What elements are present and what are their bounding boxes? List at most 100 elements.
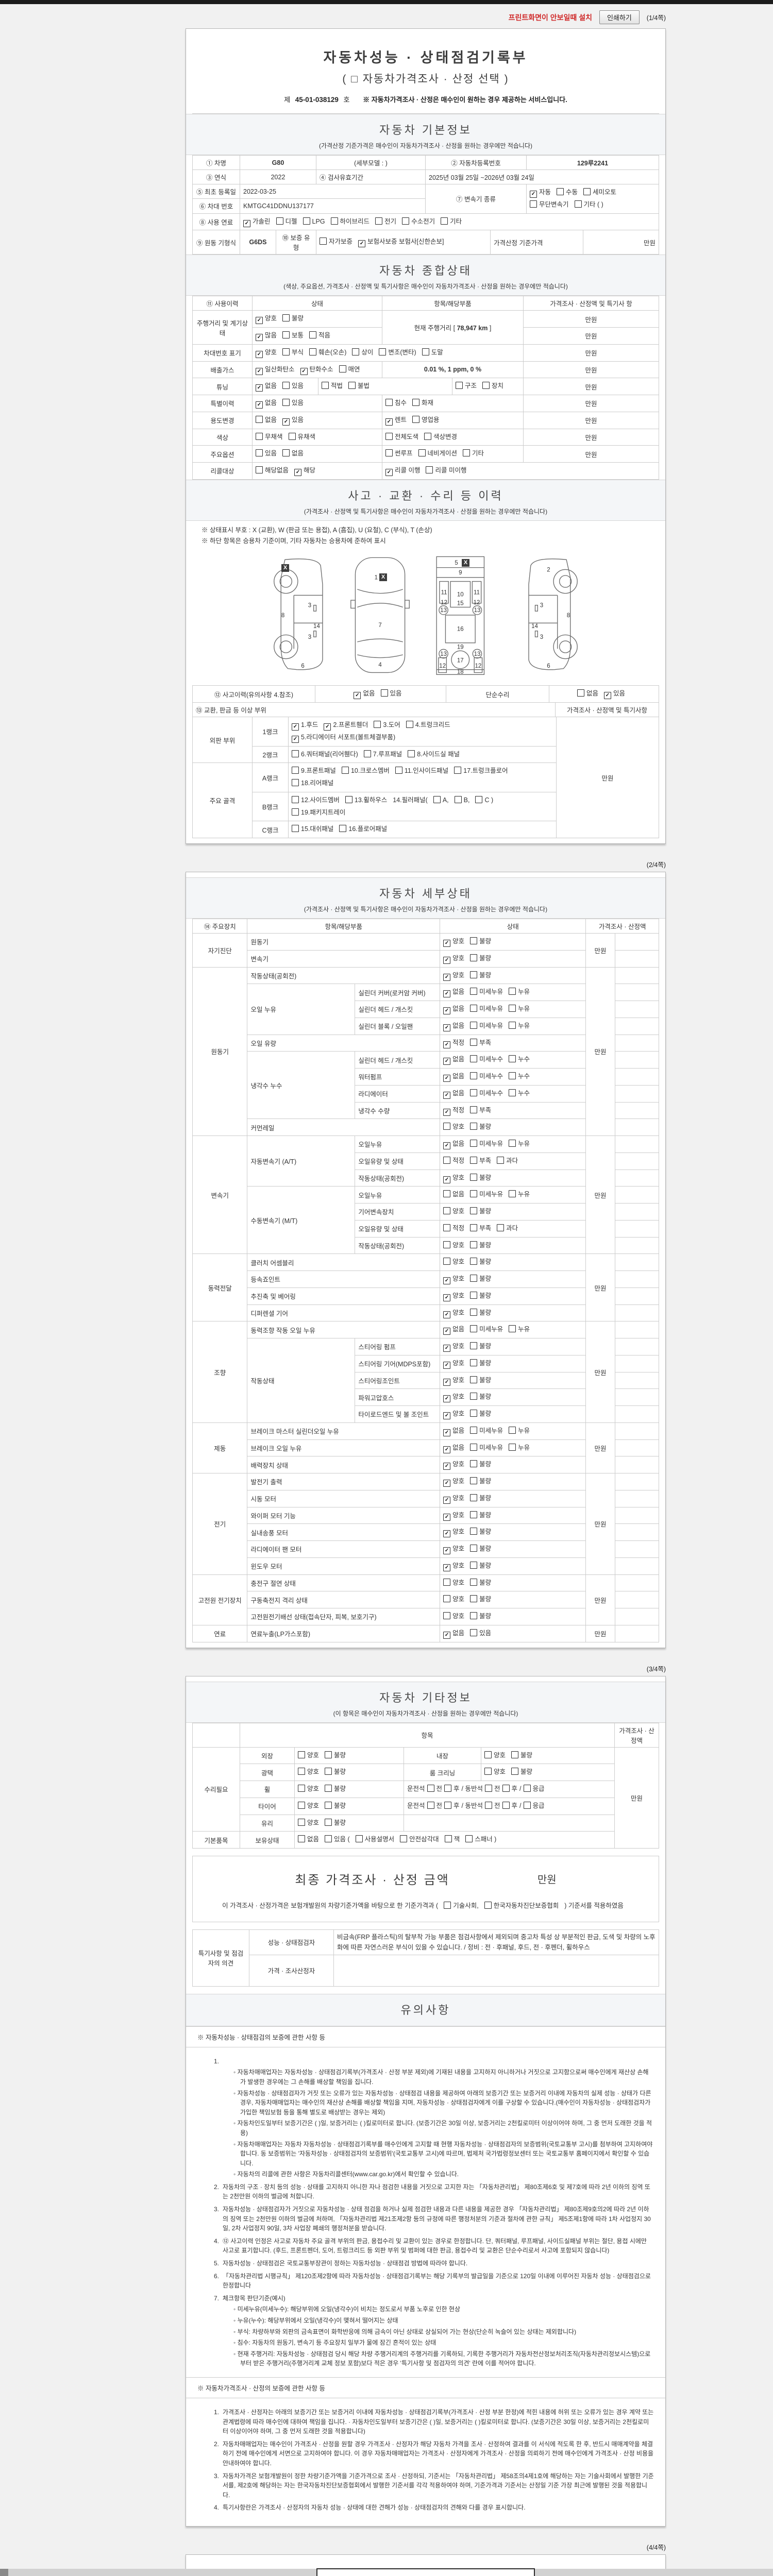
checkbox-미세누유[interactable] — [470, 1426, 478, 1434]
checkbox-누수[interactable] — [509, 1055, 516, 1063]
checkbox-전[interactable] — [427, 1801, 434, 1809]
checkbox-있음[interactable] — [256, 449, 263, 457]
checkbox-있음[interactable] — [282, 399, 290, 406]
checkbox-불량[interactable] — [470, 1578, 478, 1586]
checkbox-네비게이션[interactable] — [418, 449, 426, 457]
checkbox-보통[interactable] — [282, 331, 290, 338]
checkbox-부족[interactable] — [470, 1106, 478, 1113]
checkbox-해당[interactable] — [294, 469, 302, 476]
checkbox-양호[interactable] — [443, 956, 451, 964]
checkbox-유채색[interactable] — [288, 432, 296, 440]
checkbox-적법[interactable] — [322, 382, 329, 389]
checkbox-가솔린[interactable] — [243, 219, 250, 227]
checkbox-양호[interactable] — [298, 1818, 305, 1826]
checkbox-불량[interactable] — [470, 1494, 478, 1501]
checkbox-적정[interactable] — [443, 1108, 451, 1116]
checkbox-과다[interactable] — [497, 1156, 505, 1164]
checkbox-없음[interactable] — [443, 1446, 451, 1453]
checkbox-없음[interactable] — [282, 449, 290, 457]
checkbox-양호[interactable] — [443, 1123, 451, 1130]
checkbox-양호[interactable] — [443, 1258, 451, 1265]
checkbox-후[interactable] — [502, 1785, 510, 1792]
checkbox-불량[interactable] — [470, 937, 478, 944]
checkbox-불량[interactable] — [470, 1477, 478, 1484]
checkbox-영업용[interactable] — [412, 415, 420, 423]
checkbox-누유[interactable] — [509, 1325, 516, 1333]
checkbox-탄화수소[interactable] — [300, 367, 308, 375]
checkbox-양호[interactable] — [484, 1751, 492, 1758]
checkbox-누유[interactable] — [509, 1021, 516, 1029]
checkbox-누수[interactable] — [509, 1089, 516, 1096]
checkbox-부족[interactable] — [470, 1156, 478, 1164]
checkbox-양호[interactable] — [443, 1378, 451, 1386]
checkbox-양호[interactable] — [443, 1207, 451, 1214]
checkbox-구조[interactable] — [456, 382, 463, 389]
checkbox-스패너 )[interactable] — [465, 1835, 473, 1843]
checkbox-양호[interactable] — [256, 350, 263, 358]
checkbox-없음[interactable] — [256, 415, 263, 423]
checkbox-수소전기[interactable] — [402, 217, 410, 225]
checkbox-기타[interactable] — [441, 217, 448, 225]
checkbox-양호[interactable] — [443, 1361, 451, 1369]
checkbox-없음[interactable] — [443, 1075, 451, 1082]
checkbox-있음 ([interactable] — [325, 1835, 332, 1843]
checkbox-해당없음[interactable] — [256, 466, 263, 473]
checkbox-양호[interactable] — [443, 973, 451, 981]
checkbox-없음[interactable] — [443, 1190, 451, 1198]
checkbox-전[interactable] — [485, 1801, 492, 1809]
checkbox-전기[interactable] — [375, 217, 383, 225]
checkbox-양호[interactable] — [443, 1496, 451, 1504]
checkbox-불량[interactable] — [470, 1595, 478, 1603]
checkbox-없음[interactable] — [443, 1328, 451, 1335]
checkbox-양호[interactable] — [443, 1530, 451, 1538]
checkbox-디젤[interactable] — [276, 217, 283, 225]
checkbox-많음[interactable] — [256, 334, 263, 341]
checkbox-불량[interactable] — [470, 1393, 478, 1400]
checkbox-보험사보증 보험사[신한손보][interactable] — [358, 240, 366, 248]
checkbox-B,[interactable] — [454, 795, 462, 803]
checkbox-5.라디에이터 서포트(볼트체결부품)[interactable] — [292, 735, 299, 743]
checkbox-잭[interactable] — [444, 1835, 452, 1843]
checkbox-양호[interactable] — [298, 1768, 305, 1775]
checkbox-양호[interactable] — [443, 1595, 451, 1603]
checkbox-양호[interactable] — [443, 1612, 451, 1619]
checkbox-불량[interactable] — [470, 1460, 478, 1468]
checkbox-안전삼각대[interactable] — [400, 1835, 408, 1843]
checkbox-없음[interactable] — [298, 1835, 305, 1843]
checkbox-있음[interactable] — [470, 1629, 478, 1636]
checkbox-양호[interactable] — [443, 1547, 451, 1554]
checkbox-적정[interactable] — [443, 1041, 451, 1048]
checkbox-LPG[interactable] — [303, 217, 310, 225]
checkbox-훼손(오손)[interactable] — [309, 348, 317, 355]
checkbox-불량[interactable] — [511, 1768, 519, 1775]
checkbox-미세누수[interactable] — [470, 1072, 478, 1079]
checkbox-응급[interactable] — [523, 1801, 531, 1809]
checkbox-색상변경[interactable] — [424, 432, 432, 440]
checkbox-양호[interactable] — [443, 1176, 451, 1183]
checkbox-양호[interactable] — [443, 1345, 451, 1352]
checkbox-양호[interactable] — [443, 1578, 451, 1586]
print-install-warning[interactable]: 프린트화면이 안보일때 설치 — [508, 13, 592, 22]
checkbox-없음[interactable] — [256, 401, 263, 409]
checkbox-기타[interactable] — [463, 449, 470, 457]
checkbox-리콜 미이행[interactable] — [426, 466, 433, 473]
checkbox-C )[interactable] — [475, 795, 483, 803]
checkbox-양호[interactable] — [298, 1751, 305, 1758]
checkbox-A,[interactable] — [433, 795, 441, 803]
checkbox-누유[interactable] — [509, 1140, 516, 1147]
checkbox-적음[interactable] — [309, 331, 317, 338]
checkbox-양호[interactable] — [443, 1463, 451, 1470]
checkbox-불량[interactable] — [470, 1241, 478, 1248]
checkbox-불량[interactable] — [325, 1751, 332, 1758]
checkbox-자가보증[interactable] — [320, 238, 327, 245]
checkbox-17.트렁크플로어[interactable] — [454, 767, 462, 774]
checkbox-없음[interactable] — [443, 1007, 451, 1014]
checkbox-누유[interactable] — [509, 1426, 516, 1434]
checkbox-없음[interactable] — [443, 1142, 451, 1149]
checkbox-일산화탄소[interactable] — [256, 367, 263, 375]
checkbox-하이브리드[interactable] — [330, 217, 338, 225]
checkbox-수동[interactable] — [557, 188, 564, 195]
checkbox-불량[interactable] — [470, 1528, 478, 1535]
checkbox-없음[interactable] — [443, 1058, 451, 1065]
checkbox-불량[interactable] — [282, 314, 290, 322]
